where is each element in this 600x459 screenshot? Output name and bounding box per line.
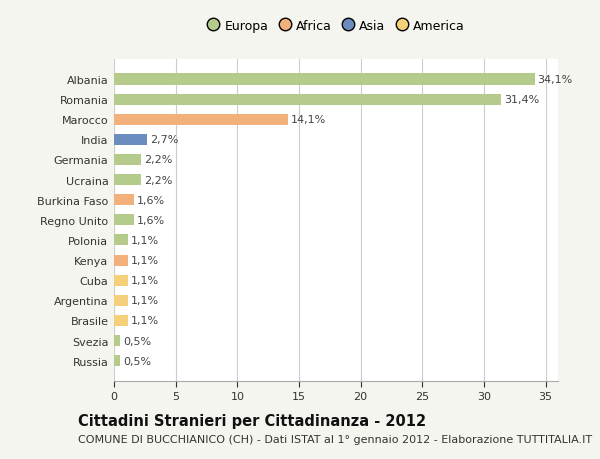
Bar	[114, 275, 128, 286]
Text: 0,5%: 0,5%	[123, 356, 151, 366]
Bar	[114, 255, 128, 266]
Text: 2,2%: 2,2%	[144, 155, 173, 165]
Bar	[114, 134, 148, 146]
Text: 14,1%: 14,1%	[291, 115, 326, 125]
Bar	[114, 195, 134, 206]
Text: 0,5%: 0,5%	[123, 336, 151, 346]
Text: 34,1%: 34,1%	[538, 75, 573, 85]
Bar	[114, 335, 120, 346]
Text: Cittadini Stranieri per Cittadinanza - 2012: Cittadini Stranieri per Cittadinanza - 2…	[78, 413, 426, 428]
Bar	[114, 95, 501, 106]
Bar	[114, 215, 134, 226]
Text: 1,6%: 1,6%	[137, 195, 165, 205]
Bar	[114, 155, 141, 166]
Text: 2,7%: 2,7%	[151, 135, 179, 145]
Text: 1,1%: 1,1%	[131, 296, 159, 306]
Bar	[114, 74, 535, 85]
Bar	[114, 114, 288, 125]
Text: 31,4%: 31,4%	[505, 95, 539, 105]
Text: 1,1%: 1,1%	[131, 256, 159, 265]
Bar	[114, 315, 128, 326]
Text: 1,1%: 1,1%	[131, 316, 159, 326]
Text: 1,1%: 1,1%	[131, 235, 159, 246]
Text: 1,1%: 1,1%	[131, 275, 159, 285]
Text: 1,6%: 1,6%	[137, 215, 165, 225]
Text: 2,2%: 2,2%	[144, 175, 173, 185]
Text: COMUNE DI BUCCHIANICO (CH) - Dati ISTAT al 1° gennaio 2012 - Elaborazione TUTTIT: COMUNE DI BUCCHIANICO (CH) - Dati ISTAT …	[78, 434, 592, 444]
Bar	[114, 355, 120, 366]
Bar	[114, 235, 128, 246]
Bar	[114, 295, 128, 306]
Bar	[114, 174, 141, 186]
Legend: Europa, Africa, Asia, America: Europa, Africa, Asia, America	[202, 15, 470, 38]
